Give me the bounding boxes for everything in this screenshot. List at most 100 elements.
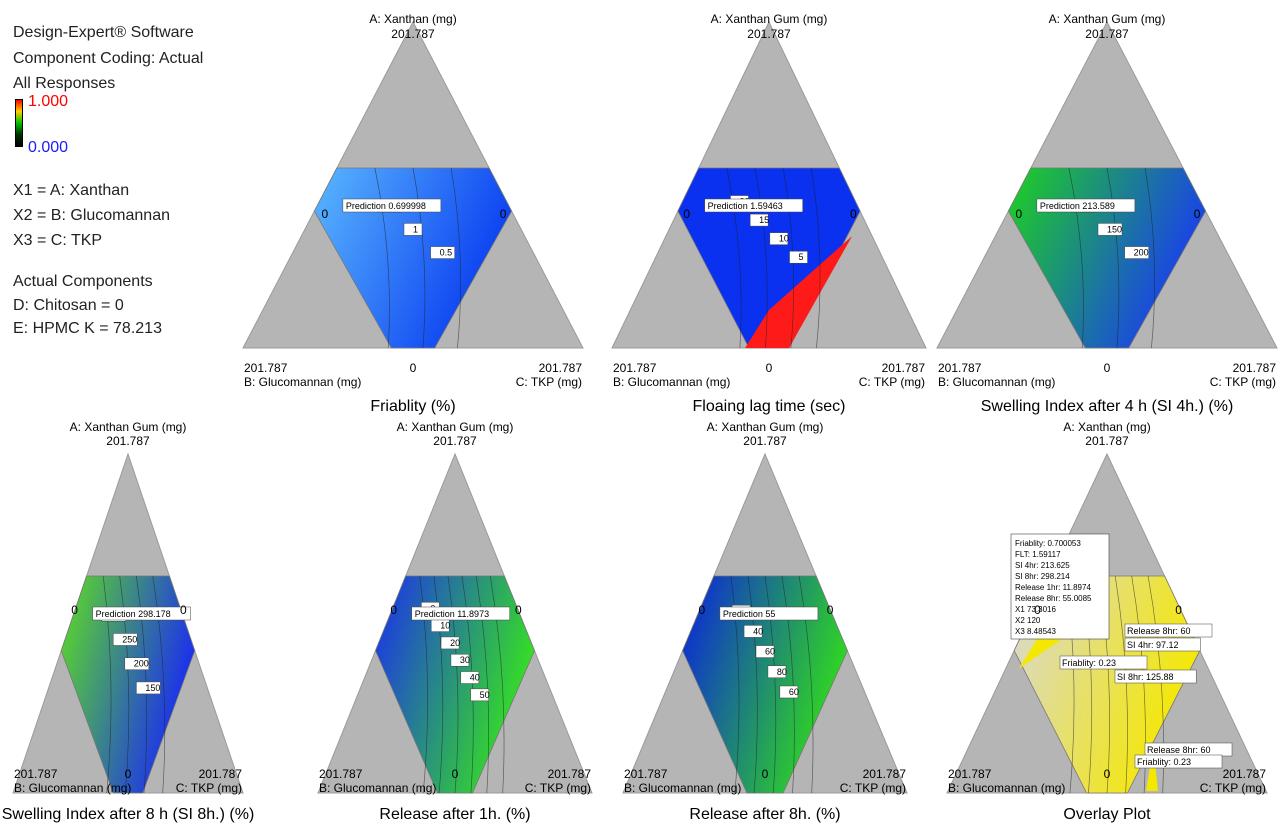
contour-line xyxy=(754,167,768,349)
edge-zero-right: 0 xyxy=(180,603,187,617)
edge-zero-left: 0 xyxy=(699,603,706,617)
contour-label-box xyxy=(749,213,769,227)
plot-title: Overlay Plot xyxy=(1063,806,1151,823)
vertex-c-label: C: TKP (mg) xyxy=(1210,375,1276,389)
vertex-c-max: 201.787 xyxy=(548,767,592,781)
vertex-b-label: B: Glucomannan (mg) xyxy=(938,375,1055,389)
prediction-label: Prediction 213.589 xyxy=(1040,201,1115,211)
contour-label-box xyxy=(440,636,460,650)
vertex-b-max: 201.787 xyxy=(244,361,288,375)
contour-line xyxy=(764,575,777,794)
edge-zero-left: 0 xyxy=(390,603,397,617)
contour-line xyxy=(1068,167,1084,349)
feasible-region xyxy=(313,167,513,349)
edge-zero-left: 0 xyxy=(1016,207,1023,221)
vertex-c-max: 201.787 xyxy=(863,767,907,781)
vertex-a-label: A: Xanthan Gum (mg) xyxy=(707,420,824,434)
contour-line xyxy=(1114,575,1128,794)
prediction-label: Prediction 55 xyxy=(723,609,776,619)
prediction-box xyxy=(719,606,819,621)
contour-line xyxy=(412,167,426,349)
overlay-label: Release 8hr: 60 xyxy=(1127,626,1191,636)
vertex-b-max: 201.787 xyxy=(624,767,668,781)
contour-label-box xyxy=(1124,246,1149,259)
plot-title: Swelling Index after 8 h (SI 8h.) (%) xyxy=(2,806,255,823)
prediction-label: Prediction 11.8973 xyxy=(415,609,489,619)
vertex-a-label: A: Xanthan Gum (mg) xyxy=(711,12,828,26)
edge-zero-right: 0 xyxy=(1175,603,1182,617)
edge-zero-right: 0 xyxy=(515,603,522,617)
edge-zero-left: 0 xyxy=(322,207,329,221)
contour-line xyxy=(810,167,821,349)
vertex-b-max: 201.787 xyxy=(938,361,982,375)
red-region xyxy=(745,236,853,348)
prediction-flag-line: Release 1hr: 11.8974 xyxy=(1015,583,1091,592)
feasible-region xyxy=(1007,167,1207,349)
contour-line xyxy=(102,575,112,794)
x2-label: X2 = B: Glucomannan xyxy=(13,207,170,224)
prediction-label: Prediction 298.178 xyxy=(96,609,171,619)
vertex-c-max: 201.787 xyxy=(539,361,583,375)
contour-label-box xyxy=(136,681,161,695)
plot-title: Swelling Index after 4 h (SI 4h.) (%) xyxy=(981,398,1234,415)
edge-zero-right: 0 xyxy=(500,207,507,221)
edge-zero-right: 0 xyxy=(827,603,834,617)
contour-line xyxy=(119,575,130,794)
vertex-a-label: A: Xanthan Gum (mg) xyxy=(397,420,514,434)
prediction-box xyxy=(1036,198,1136,213)
actual-components-title: Actual Components xyxy=(13,273,153,290)
edge-zero-left: 0 xyxy=(1034,603,1041,617)
contour-label: 150 xyxy=(145,683,160,693)
bottom-zero: 0 xyxy=(762,767,769,781)
contour-line xyxy=(447,575,459,794)
scale-max-label: 1.000 xyxy=(28,93,69,110)
vertex-b-max: 201.787 xyxy=(14,767,58,781)
vertex-a-max: 201.787 xyxy=(106,434,150,448)
responses-label: All Responses xyxy=(13,75,116,92)
prediction-flag-line: Release 8hr: 55.0085 xyxy=(1015,594,1092,603)
edge-zero-right: 0 xyxy=(1194,207,1201,221)
contour-label: 20 xyxy=(450,638,460,648)
bottom-zero: 0 xyxy=(452,767,459,781)
bottom-zero: 0 xyxy=(766,361,773,375)
contour-label-box xyxy=(755,645,775,658)
vertex-c-max: 201.787 xyxy=(1233,361,1277,375)
contour-line xyxy=(489,575,505,794)
contour-label-box xyxy=(743,625,763,638)
contour-line xyxy=(374,167,390,349)
vertex-b-label: B: Glucomannan (mg) xyxy=(624,781,741,795)
vertex-c-max: 201.787 xyxy=(1223,767,1267,781)
prediction-flag-line: X2 120 xyxy=(1015,616,1041,625)
contour-label-box xyxy=(450,653,470,667)
contour-label-box xyxy=(460,671,480,684)
contour-label: 5 xyxy=(799,252,804,262)
ternary-plot-release-8h: 2040608060Prediction 55A: Xanthan Gum (m… xyxy=(622,420,908,823)
vertex-c-label: C: TKP (mg) xyxy=(840,781,906,795)
contour-label-box xyxy=(1097,223,1123,236)
overlay-label-box xyxy=(1124,623,1213,638)
vertex-a-label: A: Xanthan Gum (mg) xyxy=(70,420,187,434)
prediction-flag-line: SI 4hr: 213.625 xyxy=(1015,561,1070,570)
contour-label: 60 xyxy=(789,687,799,697)
vertex-c-label: C: TKP (mg) xyxy=(859,375,925,389)
overlay-label: Friablity: 0.23 xyxy=(1137,757,1191,767)
contour-line xyxy=(781,575,795,794)
overlay-label: Release 8hr: 60 xyxy=(1147,745,1211,755)
vertex-a-label: A: Xanthan (mg) xyxy=(1063,420,1150,434)
contour-label: 150 xyxy=(1107,224,1122,234)
vertex-c-max: 201.787 xyxy=(199,767,243,781)
bottom-zero: 0 xyxy=(125,767,132,781)
overlay-label-box xyxy=(1059,655,1148,670)
vertex-a-max: 201.787 xyxy=(1085,434,1129,448)
contour-label-box xyxy=(769,232,789,245)
plot-title: Release after 1h. (%) xyxy=(379,806,530,823)
contour-label-box xyxy=(403,223,423,236)
prediction-flag xyxy=(1010,533,1110,640)
vertex-c-label: C: TKP (mg) xyxy=(516,375,582,389)
feasible-region xyxy=(60,575,196,794)
contour-line xyxy=(450,167,461,349)
vertex-a-label: A: Xanthan Gum (mg) xyxy=(1049,12,1166,26)
